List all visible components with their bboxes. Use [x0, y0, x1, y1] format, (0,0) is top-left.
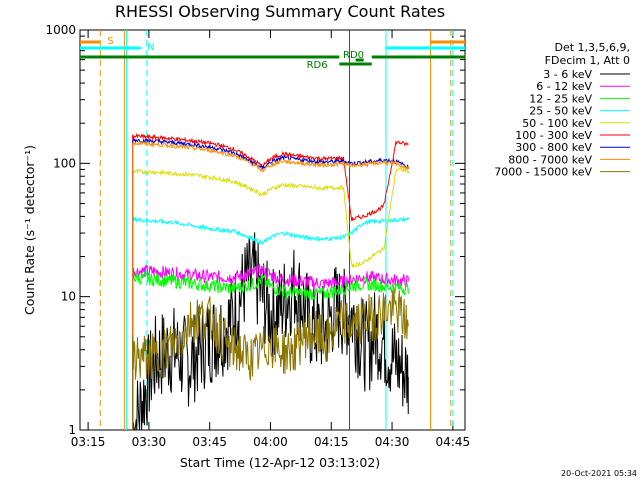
series-line-4: [132, 167, 409, 430]
x-tick-label: 04:15: [314, 435, 349, 449]
x-axis-label: Start Time (12-Apr-12 03:13:02): [180, 455, 380, 470]
series-line-3: [132, 216, 409, 430]
footer-timestamp: 20-Oct-2021 05:34: [561, 469, 637, 478]
legend-label-0: 3 - 6 keV: [543, 68, 592, 81]
x-tick-label: 04:30: [375, 435, 410, 449]
series-line-0: [132, 232, 409, 431]
legend-label-2: 12 - 25 keV: [529, 92, 592, 105]
flag-label-rd6: RD6: [307, 60, 328, 71]
legend-header-line-1: Det 1,3,5,6,9,: [554, 41, 630, 54]
legend-label-8: 7000 - 15000 keV: [494, 166, 592, 179]
series-line-5: [132, 132, 409, 430]
y-tick-label: 10: [61, 290, 76, 304]
y-tick-label: 1: [68, 423, 76, 437]
x-tick-label: 04:00: [253, 435, 288, 449]
y-axis-label: Count Rate (s⁻¹ detector⁻¹): [22, 145, 37, 315]
chart-title: RHESSI Observing Summary Count Rates: [115, 2, 445, 21]
series-line-6: [132, 137, 409, 430]
x-tick-label: 03:30: [132, 435, 167, 449]
legend-label-4: 50 - 100 keV: [522, 117, 592, 130]
y-tick-label: 100: [53, 156, 76, 170]
plot-frame: [79, 29, 466, 431]
legend-label-5: 100 - 300 keV: [515, 129, 592, 142]
plot-area: 03:15 03:30 03:45 04:00 04:15 04:30 04:45 1 10 10…: [45, 23, 470, 449]
flag-label-n: N: [147, 42, 154, 53]
x-tick-label: 03:45: [192, 435, 227, 449]
flag-label-rd0: RD0: [343, 50, 364, 61]
legend-header-line-2: FDecim 1, Att 0: [545, 54, 630, 67]
legend-label-7: 800 - 7000 keV: [508, 153, 592, 166]
legend-label-3: 25 - 50 keV: [529, 105, 592, 118]
series-line-8: [132, 286, 409, 430]
y-tick-label: 1000: [45, 23, 76, 37]
series-line-2: [132, 271, 409, 430]
legend-label-6: 300 - 800 keV: [515, 141, 592, 154]
legend-label-1: 6 - 12 keV: [536, 80, 592, 93]
x-tick-label: 04:45: [436, 435, 471, 449]
flag-label-s: S: [107, 36, 113, 47]
series-line-7: [132, 140, 409, 430]
x-tick-label: 03:15: [71, 435, 106, 449]
